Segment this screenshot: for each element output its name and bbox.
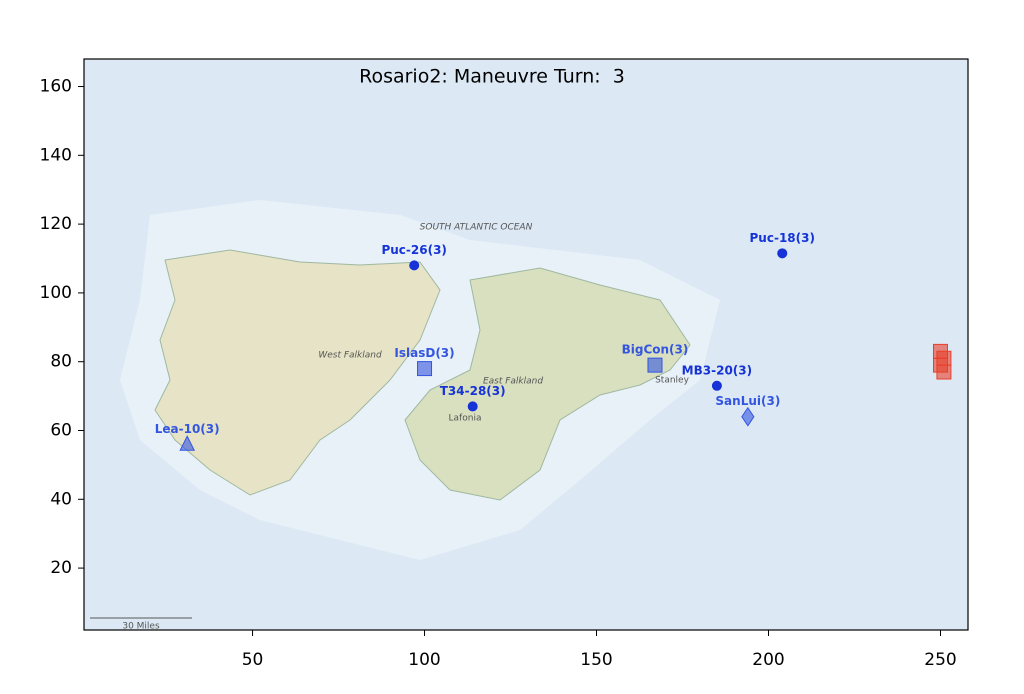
point-label: IslasD(3) — [394, 346, 454, 360]
map-label: Stanley — [655, 376, 689, 386]
point-label: Puc-18(3) — [750, 231, 815, 245]
y-tick-label: 120 — [40, 214, 72, 234]
east-falkland — [404, 267, 691, 501]
map-label: Lafonia — [449, 414, 482, 424]
point — [936, 364, 952, 380]
point — [777, 248, 788, 259]
point — [409, 260, 420, 271]
x-tick-label: 150 — [580, 650, 612, 670]
x-tick-label: 50 — [242, 650, 264, 670]
map-label: SOUTH ATLANTIC OCEAN — [420, 223, 533, 233]
map-label: West Falkland — [318, 351, 382, 361]
y-tick-label: 160 — [40, 77, 72, 97]
west-falkland — [154, 249, 441, 496]
point — [647, 357, 663, 373]
point — [711, 380, 722, 391]
map-label: East Falkland — [483, 377, 543, 387]
y-tick-label: 140 — [40, 145, 72, 165]
point-label: Puc-26(3) — [381, 243, 446, 257]
chart-title: Rosario2: Maneuvre Turn: 3 — [359, 66, 625, 88]
y-tick-label: 40 — [50, 489, 72, 509]
y-tick-label: 100 — [40, 283, 72, 303]
point-label: SanLui(3) — [715, 394, 780, 408]
x-tick-label: 100 — [408, 650, 440, 670]
point — [179, 435, 196, 451]
point — [417, 361, 433, 377]
y-tick-label: 80 — [50, 352, 72, 372]
point — [741, 406, 755, 427]
axes-frame — [83, 58, 969, 631]
point-label: BigCon(3) — [622, 343, 689, 357]
point-label: T34-28(3) — [440, 384, 506, 398]
x-tick-label: 200 — [752, 650, 784, 670]
point-label: MB3-20(3) — [682, 363, 752, 377]
y-tick-label: 20 — [50, 558, 72, 578]
y-tick-label: 60 — [50, 420, 72, 440]
x-tick-label: 250 — [924, 650, 956, 670]
map-label: 30 Miles — [122, 622, 160, 632]
point-label: Lea-10(3) — [155, 422, 220, 436]
point — [467, 401, 478, 412]
